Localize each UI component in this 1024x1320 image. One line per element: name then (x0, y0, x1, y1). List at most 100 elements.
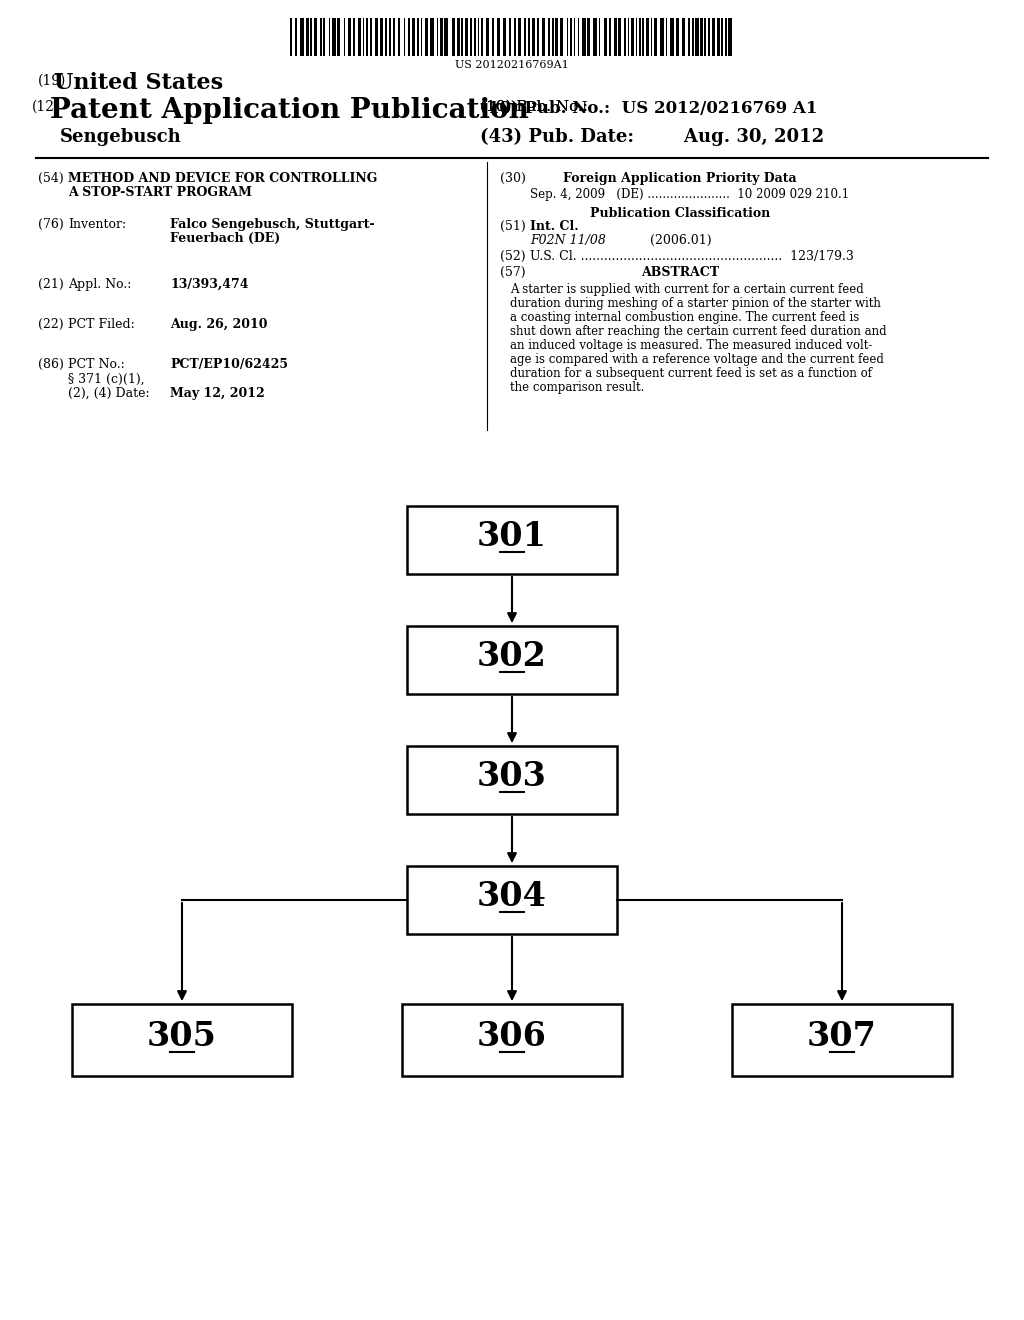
Bar (587, 18, 590, 55)
Text: a coasting internal combustion engine. The current feed is: a coasting internal combustion engine. T… (510, 312, 859, 323)
Bar (403, 18, 406, 55)
Bar (465, 18, 468, 55)
Bar (628, 18, 629, 55)
Bar (598, 18, 600, 55)
Bar (492, 18, 494, 55)
Bar (660, 18, 664, 55)
Text: May 12, 2012: May 12, 2012 (170, 387, 265, 400)
Text: (19): (19) (38, 74, 67, 88)
Bar (407, 506, 617, 574)
Text: duration for a subsequent current feed is set as a function of: duration for a subsequent current feed i… (510, 367, 872, 380)
Bar (352, 18, 355, 55)
Bar (72, 1005, 292, 1076)
Bar (425, 18, 427, 55)
Bar (486, 18, 489, 55)
Bar (700, 18, 702, 55)
Text: 302: 302 (477, 639, 547, 672)
Bar (477, 18, 479, 55)
Text: ABSTRACT: ABSTRACT (641, 267, 719, 279)
Bar (457, 18, 460, 55)
Bar (542, 18, 545, 55)
Bar (708, 18, 710, 55)
Bar (290, 18, 292, 55)
Text: (54): (54) (38, 172, 63, 185)
Bar (408, 18, 410, 55)
Bar (444, 18, 449, 55)
Text: Appl. No.:: Appl. No.: (68, 279, 131, 290)
Bar (642, 18, 643, 55)
Bar (388, 18, 391, 55)
Text: age is compared with a reference voltage and the current feed: age is compared with a reference voltage… (510, 352, 884, 366)
Bar (654, 18, 656, 55)
Text: § 371 (c)(1),: § 371 (c)(1), (68, 374, 144, 385)
Text: (10) Pub. No.:: (10) Pub. No.: (480, 100, 588, 114)
Text: (22): (22) (38, 318, 63, 331)
Text: Patent Application Publication: Patent Application Publication (50, 96, 528, 124)
Bar (670, 18, 674, 55)
Bar (497, 18, 500, 55)
Bar (624, 18, 626, 55)
Bar (398, 18, 400, 55)
Text: PCT/EP10/62425: PCT/EP10/62425 (170, 358, 288, 371)
Bar (481, 18, 483, 55)
Bar (384, 18, 386, 55)
Bar (573, 18, 575, 55)
Bar (613, 18, 616, 55)
Text: PCT Filed:: PCT Filed: (68, 318, 135, 331)
Bar (319, 18, 322, 55)
Text: (43) Pub. Date:        Aug. 30, 2012: (43) Pub. Date: Aug. 30, 2012 (480, 128, 824, 147)
Text: duration during meshing of a starter pinion of the starter with: duration during meshing of a starter pin… (510, 297, 881, 310)
Bar (407, 746, 617, 814)
Text: Feuerbach (DE): Feuerbach (DE) (170, 232, 281, 246)
Bar (473, 18, 475, 55)
Bar (531, 18, 535, 55)
Bar (306, 18, 308, 55)
Bar (524, 18, 525, 55)
Text: shut down after reaching the certain current feed duration and: shut down after reaching the certain cur… (510, 325, 887, 338)
Bar (732, 1005, 952, 1076)
Bar (560, 18, 563, 55)
Bar (323, 18, 325, 55)
Bar (421, 18, 422, 55)
Bar (310, 18, 312, 55)
Bar (375, 18, 378, 55)
Bar (712, 18, 715, 55)
Text: (2), (4) Date:: (2), (4) Date: (68, 387, 150, 400)
Bar (566, 18, 568, 55)
Bar (314, 18, 316, 55)
Bar (503, 18, 506, 55)
Bar (569, 18, 572, 55)
Text: United States: United States (54, 73, 223, 94)
Text: 301: 301 (477, 520, 547, 553)
Text: US 20120216769A1: US 20120216769A1 (455, 59, 569, 70)
Text: an induced voltage is measured. The measured induced volt-: an induced voltage is measured. The meas… (510, 339, 872, 352)
Bar (593, 18, 597, 55)
Text: (2006.01): (2006.01) (650, 234, 712, 247)
Bar (518, 18, 521, 55)
Bar (452, 18, 455, 55)
Bar (528, 18, 529, 55)
Text: 304: 304 (477, 879, 547, 912)
Text: 303: 303 (477, 759, 547, 792)
Bar (332, 18, 336, 55)
Bar (343, 18, 345, 55)
Bar (430, 18, 434, 55)
Bar (676, 18, 679, 55)
Bar (682, 18, 684, 55)
Text: A STOP-START PROGRAM: A STOP-START PROGRAM (68, 186, 252, 199)
Bar (347, 18, 351, 55)
Bar (537, 18, 539, 55)
Bar (358, 18, 360, 55)
Text: U.S. Cl. ....................................................  123/179.3: U.S. Cl. ...............................… (530, 249, 854, 263)
Bar (666, 18, 667, 55)
Bar (362, 18, 364, 55)
Bar (688, 18, 689, 55)
Text: (30): (30) (500, 172, 526, 185)
Text: (10) Pub. No.:  US 2012/0216769 A1: (10) Pub. No.: US 2012/0216769 A1 (480, 99, 817, 116)
Text: METHOD AND DEVICE FOR CONTROLLING: METHOD AND DEVICE FOR CONTROLLING (68, 172, 378, 185)
Bar (555, 18, 557, 55)
Text: Sep. 4, 2009   (DE) ......................  10 2009 029 210.1: Sep. 4, 2009 (DE) ......................… (530, 187, 849, 201)
Text: (12): (12) (32, 100, 60, 114)
Bar (721, 18, 723, 55)
Bar (299, 18, 303, 55)
